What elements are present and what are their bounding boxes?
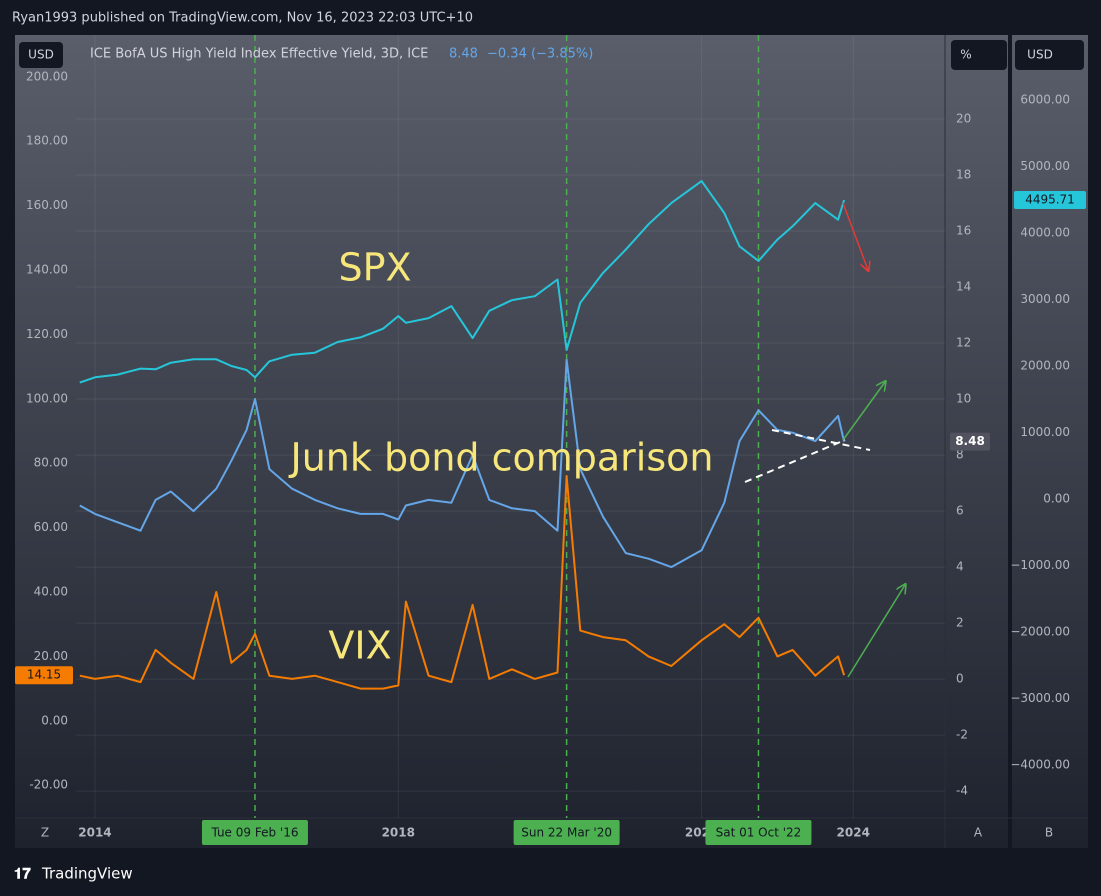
chart-panel (15, 35, 1088, 848)
brand-name: TradingView (41, 865, 133, 883)
y-tick-label: 14 (956, 280, 971, 294)
y-tick-label: −1000.00 (1010, 558, 1070, 572)
header-change: −0.34 (−3.85%) (487, 47, 593, 62)
arrow (847, 585, 905, 678)
y-tick-label: 10 (956, 392, 971, 406)
y-tick-label: −3000.00 (1010, 691, 1070, 705)
y-tick-label: 16 (956, 224, 971, 238)
y-tick-label: 5000.00 (1020, 159, 1070, 173)
y-tick-label: 4 (956, 560, 964, 574)
unit-button[interactable] (1015, 40, 1084, 70)
unit-button[interactable] (951, 40, 1007, 70)
arrow (842, 382, 885, 441)
trendline (771, 429, 871, 451)
y-tick-label: 20.00 (34, 649, 68, 663)
axis-button[interactable]: Z (41, 826, 49, 840)
y-tick-label: 40.00 (34, 584, 68, 598)
unit-button[interactable] (19, 42, 63, 68)
publisher-line: Ryan1993 published on TradingView.com, N… (12, 11, 473, 26)
y-tick-label: 4000.00 (1020, 225, 1070, 239)
date-marker-tag (705, 820, 812, 845)
x-tick-label: 2018 (382, 826, 415, 840)
x-tick-label: 2024 (837, 826, 870, 840)
y-tick-label: 6000.00 (1020, 92, 1070, 106)
axis-button[interactable]: B (1045, 826, 1053, 840)
y-tick-label: 120.00 (26, 327, 68, 341)
y-tick-label: 0 (956, 672, 964, 686)
y-tick-label: -2 (956, 728, 968, 742)
annotation: VIX (328, 624, 391, 668)
y-tick-label: -4 (956, 784, 968, 798)
y-tick-label: 12 (956, 336, 971, 350)
y-tick-label: 20 (956, 112, 971, 126)
series-line (79, 475, 846, 690)
y-tick-label: 80.00 (34, 456, 68, 470)
x-tick-label: 2014 (78, 826, 111, 840)
plot (76, 35, 945, 818)
y-tick-label: −2000.00 (1010, 624, 1070, 638)
y-tick-label: 60.00 (34, 520, 68, 534)
y-tick-label: -20.00 (29, 778, 68, 792)
price-tag-label: 4495.71 (1025, 193, 1075, 207)
date-marker-tag (201, 820, 308, 845)
y-tick-label: 1000.00 (1020, 425, 1070, 439)
series-line (79, 358, 846, 569)
date-marker-tag (513, 820, 620, 845)
brand-logo: 𝟏𝟕 (14, 865, 31, 883)
series-line (79, 180, 846, 384)
date-marker-label: Sun 22 Mar '20 (521, 826, 612, 840)
date-marker-label: Sat 01 Oct '22 (716, 826, 802, 840)
y-tick-label: 140.00 (26, 263, 68, 277)
price-tag (1014, 191, 1086, 210)
unit-button-label[interactable]: % (960, 48, 971, 62)
y-tick-label: 160.00 (26, 198, 68, 212)
y-tick-label: 180.00 (26, 134, 68, 148)
price-tag (950, 432, 990, 451)
date-marker-label: Tue 09 Feb '16 (210, 826, 298, 840)
price-tag-label: 14.15 (27, 668, 61, 682)
series-title: ICE BofA US High Yield Index Effective Y… (90, 47, 428, 62)
y-tick-label: 6 (956, 504, 964, 518)
y-tick-label: 8 (956, 448, 964, 462)
header-value: 8.48 (449, 47, 478, 62)
y-tick-label: 0.00 (1043, 491, 1070, 505)
annotation: Junk bond comparison (289, 436, 714, 480)
y-tick-label: 200.00 (26, 69, 68, 83)
annotation: SPX (338, 246, 411, 290)
axis-button[interactable]: A (974, 826, 983, 840)
trendline (744, 439, 846, 483)
y-tick-label: 100.00 (26, 391, 68, 405)
price-tag-label: 8.48 (955, 434, 985, 448)
y-tick-label: 2 (956, 616, 964, 630)
arrow (842, 202, 868, 270)
y-tick-label: 18 (956, 168, 971, 182)
y-tick-label: 0.00 (41, 713, 68, 727)
y-tick-label: −4000.00 (1010, 757, 1070, 771)
unit-button-label[interactable]: USD (28, 48, 54, 62)
y-tick-label: 2000.00 (1020, 358, 1070, 372)
price-tag (15, 666, 73, 685)
y-tick-label: 3000.00 (1020, 292, 1070, 306)
unit-button-label[interactable]: USD (1027, 48, 1053, 62)
